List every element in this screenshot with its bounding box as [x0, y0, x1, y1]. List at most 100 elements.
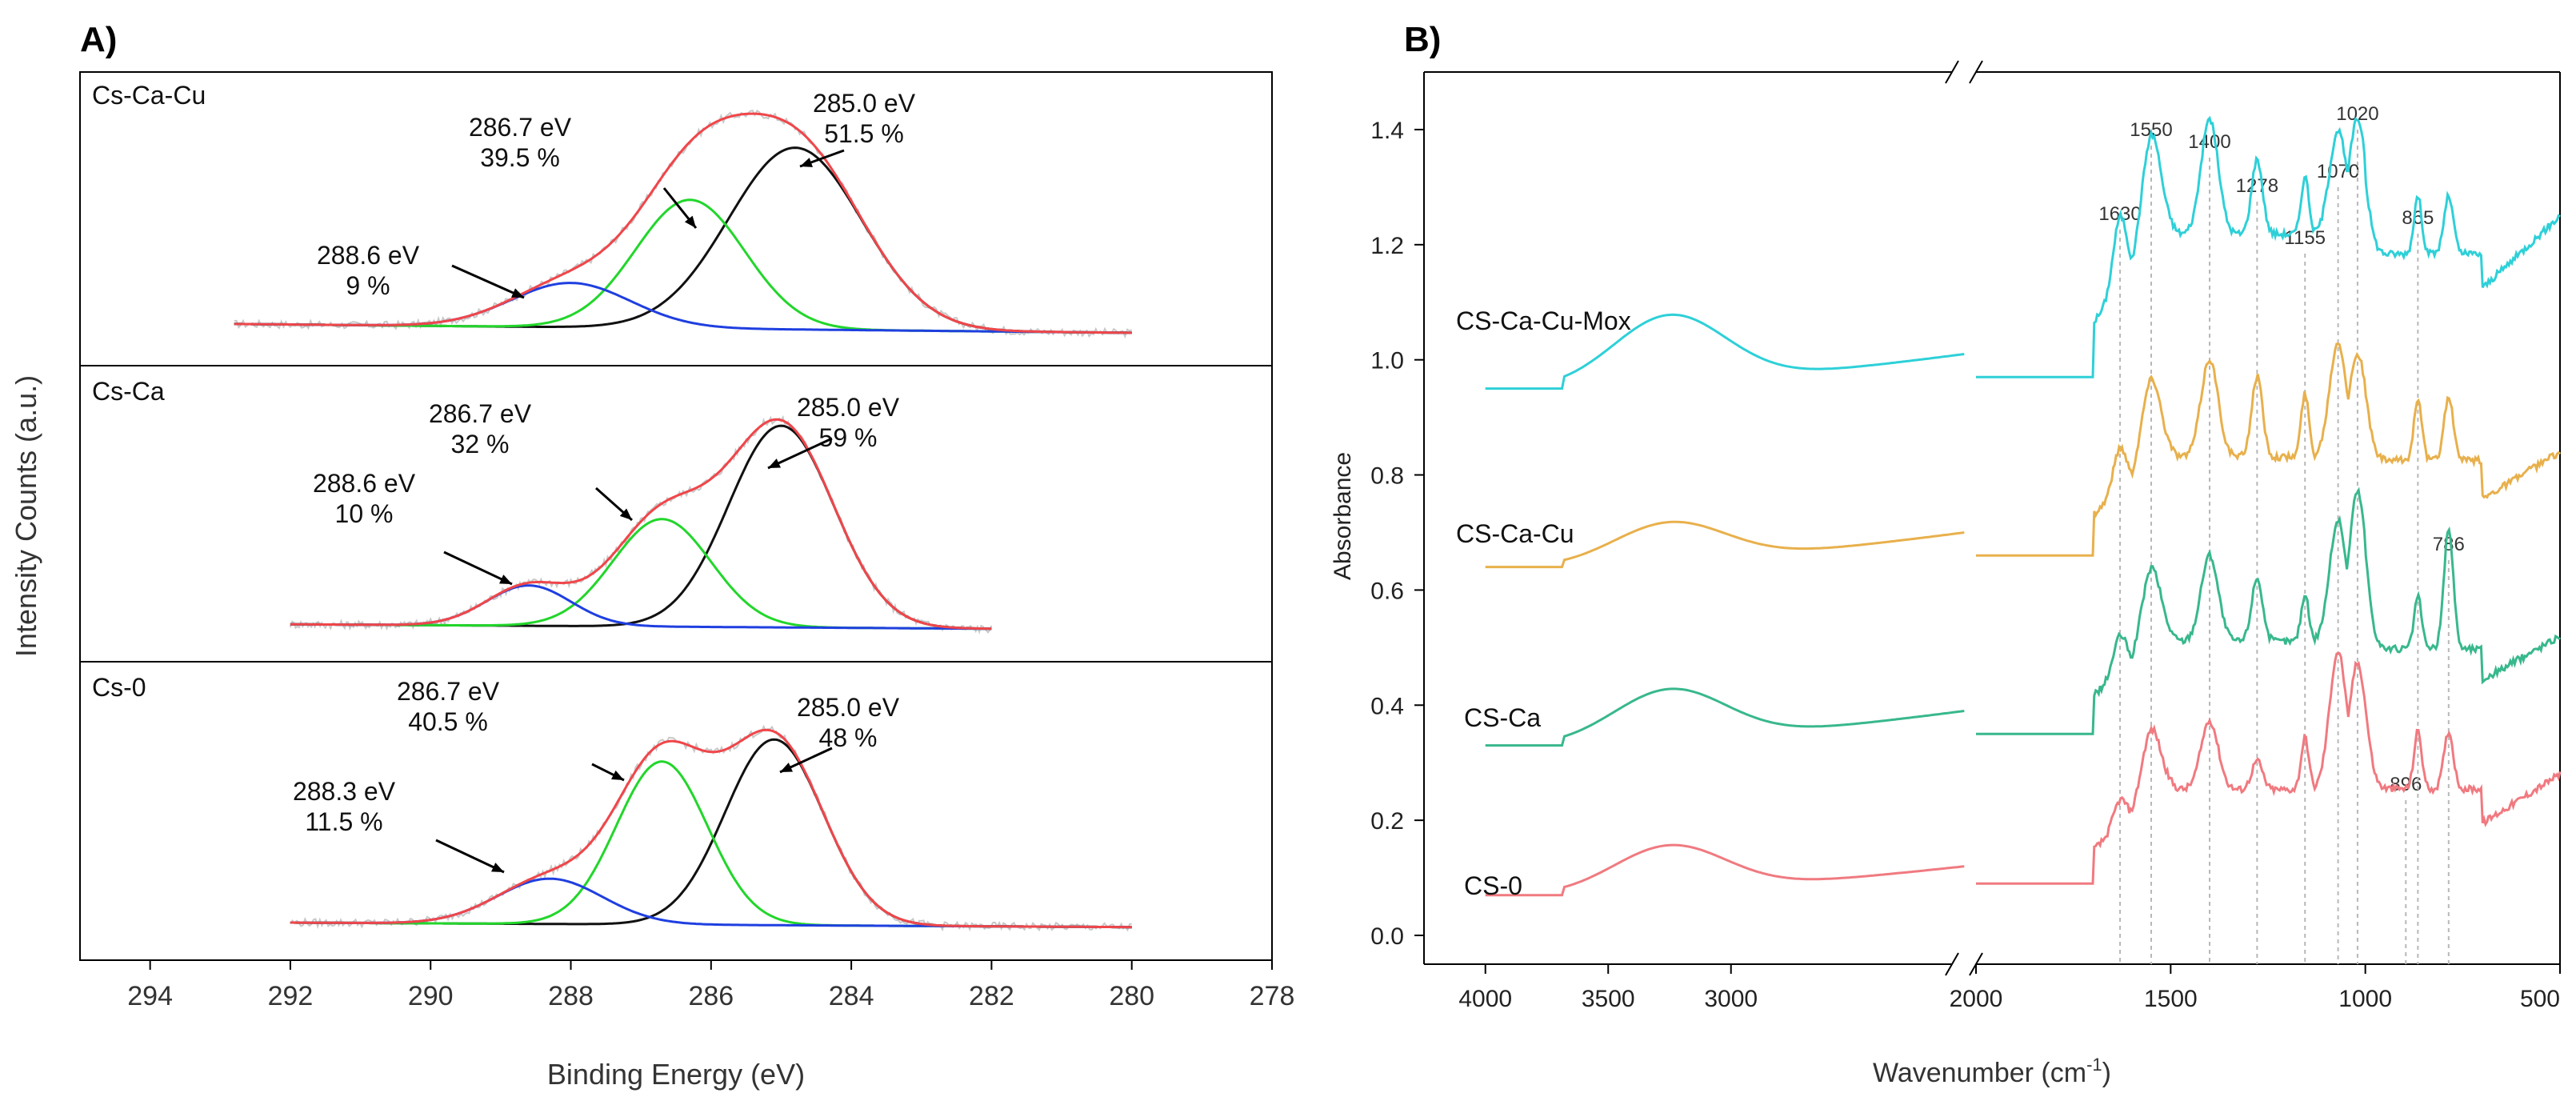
- ftir-chart: 0.0 0.2 0.4 0.6 0.8 1.0 1.2 1.4 4000 3500 3000 2000…: [1330, 60, 2562, 1088]
- ftir-x-axis-label-end: ): [2102, 1058, 2111, 1088]
- xps-peak-label: 285.0 eV: [797, 693, 900, 722]
- ftir-series-label: CS-Ca: [1464, 703, 1541, 732]
- ftir-x-tick-label: 1000: [2338, 986, 2392, 1012]
- xps-peak-label: 285.0 eV: [797, 393, 900, 422]
- ftir-y-axis-label: Absorbance: [1330, 452, 1356, 580]
- ftir-y-tick-label: 0.0: [1370, 923, 1404, 950]
- xps-chart: 294 292 290 288 286 284 282 280 278 Cs-Ca-Cu 285.…: [10, 71, 1295, 1091]
- xps-peak-label: 286.7 eV: [397, 677, 500, 706]
- ftir-x-axis-label-main: Wavenumber (cm: [1873, 1058, 2086, 1088]
- ftir-peak-label: 786: [2433, 534, 2465, 555]
- ftir-series-line-right: [1976, 342, 2561, 557]
- xps-arrow-head: [499, 575, 512, 584]
- xps-x-tick-label: 284: [829, 981, 874, 1011]
- xps-x-tick-label: 280: [1109, 981, 1154, 1011]
- ftir-series-cs-0: CS-0: [1464, 651, 2562, 900]
- ftir-series-line-left: [1485, 687, 1965, 747]
- ftir-series-line-left: [1485, 313, 1965, 390]
- xps-arrow-head: [491, 863, 504, 872]
- xps-peak-percent: 48 %: [819, 723, 878, 752]
- xps-envelope-line: [290, 728, 1132, 929]
- ftir-y-tick-label: 0.4: [1370, 693, 1404, 719]
- ftir-y-tick-label: 1.4: [1370, 118, 1404, 144]
- ftir-peak-label: 865: [2402, 207, 2434, 229]
- xps-arrow-head: [684, 215, 696, 228]
- ftir-y-tick-label: 1.0: [1370, 348, 1404, 374]
- ftir-y-tick-label: 0.6: [1370, 578, 1404, 604]
- axis-break-top: [1945, 60, 1983, 84]
- xps-component-line: [290, 518, 992, 631]
- ftir-x-axis-label: Wavenumber (cm-1): [1873, 1055, 2111, 1088]
- ftir-series-label: CS-Ca-Cu-Mox: [1456, 306, 1631, 335]
- xps-peak-label: 285.0 eV: [813, 89, 916, 118]
- xps-arrow-line: [443, 550, 513, 586]
- xps-peak-label: 286.7 eV: [429, 399, 532, 428]
- xps-peak-percent: 39.5 %: [480, 143, 560, 172]
- xps-peak-percent: 9 %: [346, 271, 390, 300]
- ftir-x-tick-label: 1500: [2144, 986, 2198, 1012]
- ftir-peak-label: 1155: [2284, 227, 2326, 249]
- xps-sample-label: Cs-Ca-Cu: [92, 81, 206, 110]
- ftir-series-cs-ca: CS-Ca: [1464, 486, 2561, 747]
- xps-peak-percent: 51.5 %: [824, 119, 904, 148]
- ftir-peak-label: 896: [2390, 774, 2422, 795]
- xps-envelope-line: [290, 418, 992, 631]
- xps-x-tick-label: 288: [548, 981, 594, 1011]
- xps-raw-data-line: [290, 724, 1132, 932]
- xps-peak-label: 288.6 eV: [317, 241, 420, 270]
- ftir-series-line-left: [1485, 520, 1965, 569]
- xps-arrow-head: [511, 288, 524, 298]
- xps-plot-frame: [79, 71, 1273, 961]
- xps-peak-percent: 59 %: [819, 423, 878, 452]
- xps-y-axis-label: Intensity Counts (a.u.): [10, 375, 42, 657]
- xps-sample-label: Cs-0: [92, 673, 146, 702]
- panel-b-label: B): [1404, 20, 1441, 59]
- xps-peak-percent: 40.5 %: [408, 707, 488, 736]
- ftir-peak-label: 1070: [2317, 161, 2359, 182]
- ftir-series-label: CS-Ca-Cu: [1456, 519, 1574, 548]
- xps-arrow-head: [611, 770, 624, 780]
- xps-peak-percent: 32 %: [451, 430, 510, 458]
- ftir-peak-label: 1278: [2236, 175, 2278, 197]
- xps-arrow-line: [435, 839, 505, 874]
- ftir-x-tick-label: 4000: [1458, 986, 1512, 1012]
- ftir-y-tick-label: 1.2: [1370, 233, 1404, 259]
- xps-x-tick-label: 278: [1250, 981, 1295, 1011]
- ftir-x-tick-label: 500: [2520, 986, 2560, 1012]
- ftir-x-axis-label-sup: -1: [2086, 1055, 2102, 1075]
- ftir-x-tick-label: 3500: [1582, 986, 1635, 1012]
- ftir-x-tick-label: 3000: [1704, 986, 1758, 1012]
- ftir-series-line-right: [1976, 651, 2562, 885]
- ftir-series-cs-ca-cu: CS-Ca-Cu: [1456, 342, 2561, 569]
- xps-peak-label: 288.3 eV: [293, 777, 396, 806]
- ftir-peak-label: 1400: [2188, 131, 2230, 153]
- ftir-series-cs-ca-cu-mox: CS-Ca-Cu-Mox: [1456, 115, 2561, 390]
- ftir-series-line-right: [1976, 486, 2561, 735]
- xps-arrow-head: [768, 458, 781, 468]
- xps-sample-label: Cs-Ca: [92, 377, 165, 406]
- xps-peak-percent: 10 %: [335, 499, 394, 528]
- panel-a-label: A): [80, 20, 117, 59]
- ftir-y-tick-label: 0.2: [1370, 808, 1404, 835]
- xps-arrow-head: [619, 508, 632, 520]
- xps-x-tick-label: 290: [408, 981, 454, 1011]
- xps-x-tick-label: 294: [127, 981, 173, 1011]
- xps-peak-label: 288.6 eV: [313, 469, 416, 498]
- ftir-series-label: CS-0: [1464, 871, 1522, 900]
- ftir-y-tick-label: 0.8: [1370, 463, 1404, 490]
- xps-arrow-line: [451, 264, 525, 299]
- xps-raw-data-line: [234, 110, 1133, 339]
- xps-arrow-head: [800, 158, 813, 167]
- xps-peak-label: 286.7 eV: [469, 113, 572, 142]
- ftir-x-tick-label: 2000: [1950, 986, 2003, 1012]
- ftir-series-line-right: [1976, 115, 2561, 378]
- xps-component-line: [290, 877, 1132, 929]
- xps-x-tick-label: 286: [688, 981, 734, 1011]
- axis-break-bottom: [1945, 952, 1983, 976]
- xps-envelope-line: [234, 112, 1132, 334]
- xps-arrow-head: [780, 763, 793, 772]
